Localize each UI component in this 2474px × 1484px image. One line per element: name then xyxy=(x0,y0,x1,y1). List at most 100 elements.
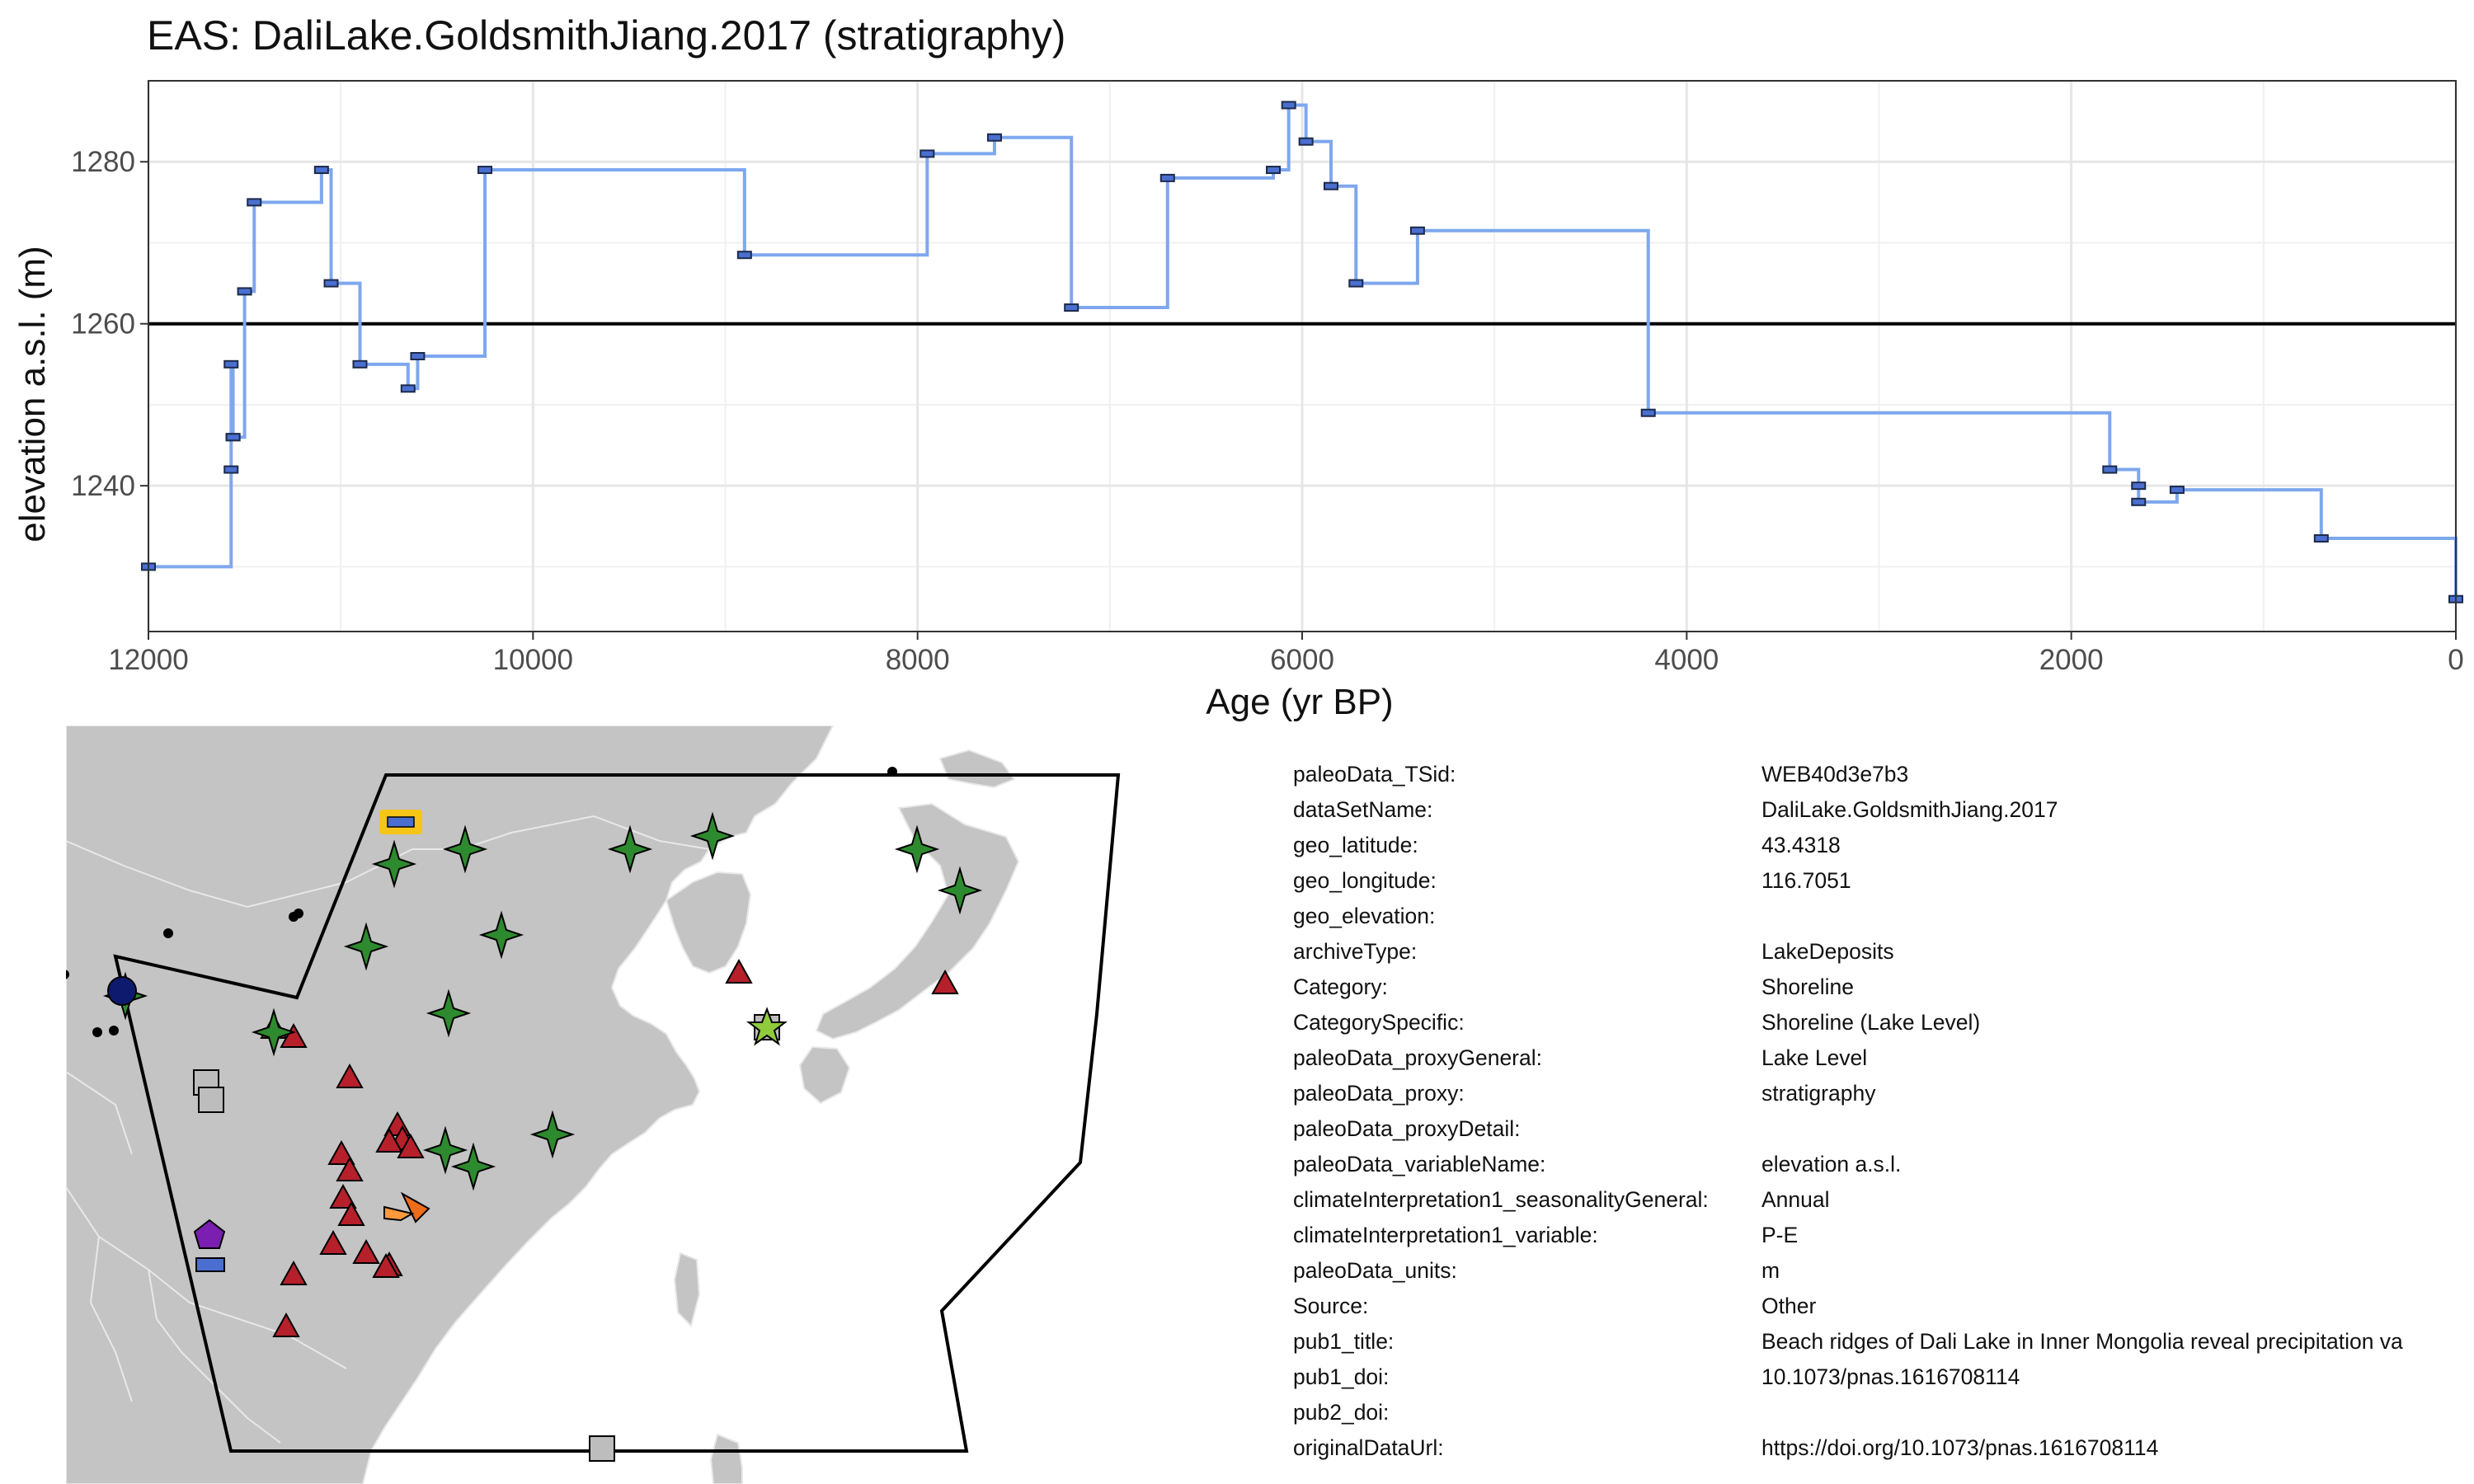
metadata-row: Category: Shoreline xyxy=(1293,974,2474,1010)
series-line-layer xyxy=(148,103,2458,599)
site-triangle xyxy=(280,1022,308,1048)
axis-ticks: 12000 10000 8000 6000 4000 2000 0 1240 1260 1280 xyxy=(71,146,2464,676)
data-point xyxy=(1159,173,1175,182)
site-four-point-star xyxy=(894,824,940,874)
site-wedge-orange xyxy=(383,1205,415,1222)
metadata-key: dataSetName: xyxy=(1293,797,1433,822)
site-four-point-star xyxy=(689,811,736,861)
data-point xyxy=(986,133,1002,142)
data-point xyxy=(1298,137,1314,146)
metadata-row: paleoData_TSid: WEB40d3e7b3 xyxy=(1293,762,2474,797)
metadata-row: geo_elevation: xyxy=(1293,904,2474,939)
data-point xyxy=(313,166,329,175)
site-triangle xyxy=(336,1156,364,1181)
metadata-value: LakeDeposits xyxy=(1761,939,1894,964)
data-point xyxy=(1640,408,1656,417)
metadata-value: m xyxy=(1761,1258,1780,1283)
data-point xyxy=(736,251,752,260)
metadata-row: dataSetName: DaliLake.GoldsmithJiang.2017 xyxy=(1293,797,2474,833)
metadata-key: pub1_title: xyxy=(1293,1329,1395,1354)
land-korea xyxy=(665,871,752,974)
site-markers xyxy=(66,767,983,1462)
metadata-row: paleoData_units: m xyxy=(1293,1258,2474,1294)
data-point xyxy=(400,384,416,393)
metadata-row: pub1_doi: 10.1073/pnas.1616708114 xyxy=(1293,1364,2474,1400)
metadata-value: WEB40d3e7b3 xyxy=(1761,762,1909,787)
metadata-value: Shoreline (Lake Level) xyxy=(1761,1010,1981,1035)
metadata-key: paleoData_units: xyxy=(1293,1258,1457,1283)
site-four-point-star xyxy=(426,989,472,1038)
metadata-key: geo_elevation: xyxy=(1293,904,1436,928)
metadata-key: paleoData_TSid: xyxy=(1293,762,1456,787)
metadata-row: climateInterpretation1_seasonalityGenera… xyxy=(1293,1187,2474,1223)
data-point xyxy=(410,352,426,360)
site-triangle xyxy=(931,969,959,994)
stratigraphy-chart: 12000 10000 8000 6000 4000 2000 0124012601280 … xyxy=(12,80,2464,722)
data-point xyxy=(1266,166,1282,175)
chart-title: EAS: DaliLake.GoldsmithJiang.2017 (strat… xyxy=(147,12,1066,59)
y-tick-label: 1280 xyxy=(71,146,135,178)
metadata-row: paleoData_proxyGeneral: Lake Level xyxy=(1293,1045,2474,1081)
series-line xyxy=(148,103,2458,599)
site-dot xyxy=(92,1027,102,1037)
x-tick-label: 8000 xyxy=(886,644,950,676)
metadata-key: CategorySpecific: xyxy=(1293,1010,1465,1035)
metadata-value: Shoreline xyxy=(1761,974,1854,999)
metadata-key: geo_longitude: xyxy=(1293,868,1437,893)
site-five-point-star xyxy=(746,1007,788,1046)
data-point xyxy=(223,359,239,369)
data-point xyxy=(1281,101,1296,110)
site-four-point-star xyxy=(937,866,983,915)
metadata-key: climateInterpretation1_variable: xyxy=(1293,1223,1598,1247)
metadata-key: paleoData_proxy: xyxy=(1293,1081,1465,1106)
land-hokkaido xyxy=(938,749,1016,789)
data-point xyxy=(225,433,241,442)
site-triangle xyxy=(397,1133,425,1158)
metadata-value: Other xyxy=(1761,1294,1817,1318)
metadata-key: paleoData_proxyDetail: xyxy=(1293,1116,1521,1141)
site-four-point-star xyxy=(529,1110,576,1159)
data-point xyxy=(1323,181,1338,190)
site-square xyxy=(198,1087,224,1113)
metadata-value: elevation a.s.l. xyxy=(1761,1152,1902,1176)
site-triangle xyxy=(272,1312,300,1337)
metadata-row: paleoData_proxy: stratigraphy xyxy=(1293,1081,2474,1116)
metadata-row: pub2_doi: xyxy=(1293,1400,2474,1435)
metadata-key: climateInterpretation1_seasonalityGenera… xyxy=(1293,1187,1709,1212)
site-triangle xyxy=(352,1238,380,1264)
data-point xyxy=(2131,497,2147,506)
data-point xyxy=(1409,226,1425,235)
metadata-value: Beach ridges of Dali Lake in Inner Mongo… xyxy=(1761,1329,2403,1354)
metadata-value: https://doi.org/10.1073/pnas.1616708114 xyxy=(1761,1435,2159,1460)
y-tick-label: 1260 xyxy=(71,308,135,340)
metadata-value: Annual xyxy=(1761,1187,1830,1212)
metadata-value: DaliLake.GoldsmithJiang.2017 xyxy=(1761,797,2058,822)
grid xyxy=(147,80,2458,632)
metadata-value: stratigraphy xyxy=(1761,1081,1876,1106)
x-tick-label: 10000 xyxy=(493,644,573,676)
region-outline xyxy=(113,773,1121,1453)
metadata-key: geo_latitude: xyxy=(1293,833,1418,857)
border-lines xyxy=(66,815,710,1444)
site-four-point-star xyxy=(371,839,417,889)
metadata-key: pub2_doi: xyxy=(1293,1400,1390,1425)
data-point xyxy=(2131,481,2147,491)
site-four-point-star xyxy=(450,1142,496,1191)
land-japan-kyushu xyxy=(798,1045,851,1105)
data-point xyxy=(477,166,493,175)
site-triangle xyxy=(327,1139,355,1165)
land-taiwan xyxy=(673,1252,701,1327)
x-tick-label: 2000 xyxy=(2039,644,2104,676)
y-axis-label: elevation a.s.l. (m) xyxy=(12,246,53,542)
data-point xyxy=(2169,486,2185,495)
site-four-point-star xyxy=(422,1125,468,1175)
site-triangle xyxy=(319,1229,347,1255)
data-point xyxy=(323,279,339,288)
site-rectangle xyxy=(195,1257,225,1272)
data-point xyxy=(352,359,368,369)
metadata-row: paleoData_variableName: elevation a.s.l. xyxy=(1293,1152,2474,1187)
site-map xyxy=(66,726,1237,1484)
data-point xyxy=(2102,465,2118,474)
metadata-value: P-E xyxy=(1761,1223,1799,1247)
site-dot xyxy=(66,970,69,979)
